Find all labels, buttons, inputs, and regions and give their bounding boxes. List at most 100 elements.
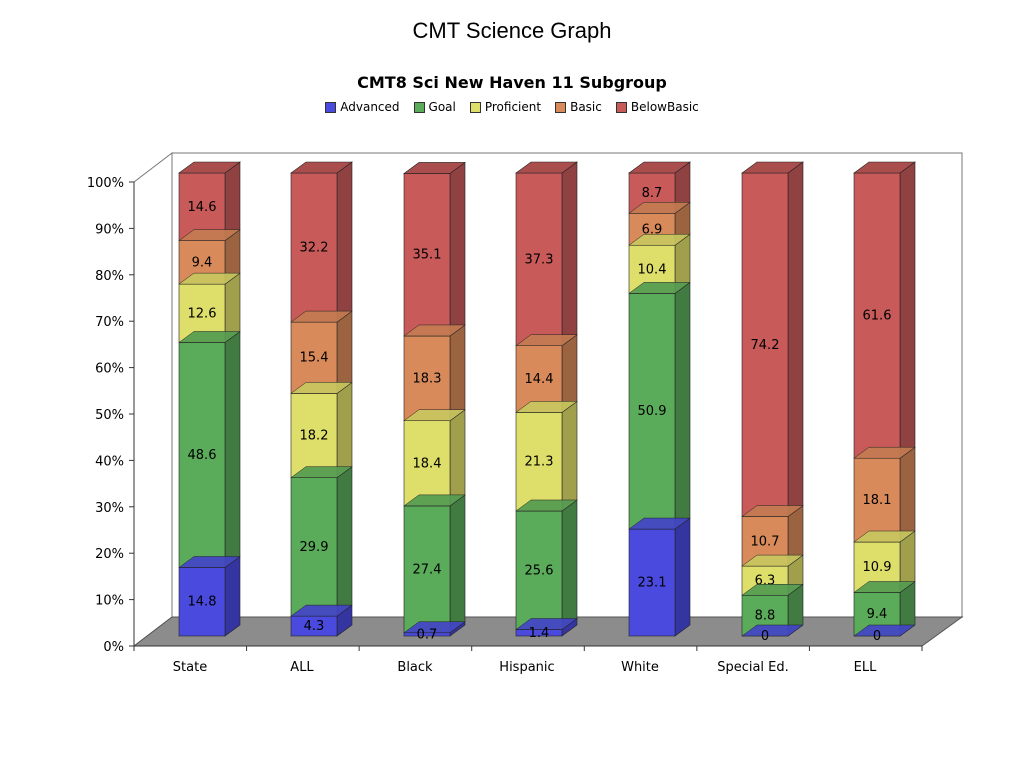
bar-side-proficient — [561, 400, 578, 512]
bar-segment-cap — [628, 202, 691, 214]
bar-segment-cap — [290, 310, 353, 323]
bar-goal — [178, 342, 226, 568]
bar-side-goal — [224, 330, 241, 569]
data-label: 35.1 — [413, 248, 442, 263]
data-label: 18.2 — [300, 429, 329, 444]
legend-label: Advanced — [340, 100, 400, 114]
bar-goal — [290, 477, 338, 617]
legend-label: Goal — [428, 100, 456, 114]
chart-title: CMT8 Sci New Haven 11 Subgroup — [357, 73, 667, 92]
bar-segment-cap — [178, 272, 241, 285]
bar-segment-cap — [515, 334, 578, 346]
bar-basic — [290, 321, 338, 394]
bar-segment-cap — [403, 621, 466, 634]
bar-segment-cap — [741, 624, 804, 637]
data-label: 18.3 — [413, 371, 442, 386]
bar-segment-cap — [741, 584, 804, 596]
bar-segment-cap — [403, 324, 466, 337]
bar-goal — [628, 293, 676, 530]
bar-segment-cap — [290, 466, 353, 478]
data-label: 15.4 — [300, 351, 329, 366]
y-tick-label: 10% — [95, 594, 124, 609]
bar-proficient — [290, 393, 338, 478]
data-label: 61.6 — [863, 309, 892, 324]
bar-side-belowbasic — [224, 161, 241, 242]
data-label: 48.6 — [188, 448, 217, 463]
x-tick-label: Black — [397, 660, 433, 675]
bar-side-proficient — [336, 381, 353, 479]
bar-belowbasic — [403, 173, 451, 337]
legend-label: Basic — [570, 100, 602, 114]
data-label: 74.2 — [751, 338, 780, 353]
back-wall-edge — [172, 152, 963, 618]
data-label: 14.6 — [188, 200, 217, 215]
bar-segment-cap — [628, 233, 691, 246]
y-tick-label: 50% — [95, 408, 124, 423]
bar-segment-cap — [741, 554, 804, 567]
legend-item-goal: Goal — [413, 100, 456, 114]
bar-side-goal — [336, 466, 353, 617]
legend-swatch — [615, 101, 627, 113]
bar-top-cap — [741, 161, 804, 174]
data-label: 21.3 — [525, 455, 554, 470]
bar-side-belowbasic — [787, 161, 804, 518]
bar-side-basic — [899, 446, 916, 543]
data-label: 18.1 — [863, 493, 892, 508]
legend-item-advanced: Advanced — [325, 100, 400, 114]
bar-advanced — [628, 528, 676, 637]
bar-belowbasic — [515, 172, 563, 346]
bar-side-belowbasic — [899, 161, 916, 459]
chart-legend: Advanced Goal Proficient Basic BelowBasic — [0, 100, 1024, 114]
bar-top-cap — [403, 162, 466, 174]
bar-segment-cap — [515, 499, 578, 512]
legend-item-belowbasic: BelowBasic — [615, 100, 699, 114]
data-label: 37.3 — [525, 252, 554, 267]
data-label: 0 — [873, 629, 881, 644]
bar-segment-cap — [178, 331, 241, 343]
y-tick-label: 70% — [95, 315, 124, 330]
bar-segment-cap — [290, 382, 353, 394]
bar-segment-cap — [515, 401, 578, 413]
bar-segment-cap — [178, 229, 241, 241]
bar-top-cap — [515, 161, 578, 174]
data-label: 10.4 — [638, 262, 667, 277]
slide-title: CMT Science Graph — [412, 18, 612, 43]
bar-belowbasic — [290, 172, 338, 323]
bar-segment-cap — [853, 624, 916, 637]
data-label: 6.3 — [755, 574, 776, 589]
bar-side-goal — [561, 499, 578, 631]
legend-label: BelowBasic — [630, 100, 699, 114]
data-label: 9.4 — [192, 255, 213, 270]
side-wall — [133, 151, 173, 648]
data-label: 25.6 — [525, 563, 554, 578]
bar-side-basic — [449, 324, 466, 422]
bar-top-cap — [178, 161, 241, 174]
bar-advanced — [178, 567, 226, 637]
legend-label: Proficient — [484, 100, 542, 114]
data-label: 0.7 — [417, 627, 438, 642]
data-label: 0 — [761, 629, 769, 644]
bar-segment-cap — [515, 618, 578, 630]
y-tick-label: 40% — [95, 454, 124, 469]
bar-side-proficient — [449, 409, 466, 507]
bar-basic — [853, 457, 901, 543]
legend-swatch — [469, 101, 481, 113]
data-label: 4.3 — [304, 619, 325, 634]
x-tick-label: Hispanic — [499, 660, 554, 675]
bar-side-belowbasic — [561, 161, 578, 347]
y-tick-label: 90% — [95, 222, 124, 237]
bar-goal — [403, 505, 451, 634]
bar-side-belowbasic — [449, 161, 466, 337]
x-tick-label: Special Ed. — [717, 660, 789, 675]
bar-side-basic — [561, 334, 578, 413]
bar-segment-cap — [403, 494, 466, 507]
y-tick-label: 30% — [95, 501, 124, 516]
data-label: 10.7 — [751, 534, 780, 549]
bar-segment-cap — [403, 409, 466, 421]
bar-segment-cap — [853, 446, 916, 459]
x-tick-label: State — [173, 660, 207, 675]
bar-segment-cap — [628, 282, 691, 294]
data-label: 14.4 — [525, 372, 554, 387]
bar-belowbasic — [853, 172, 901, 459]
